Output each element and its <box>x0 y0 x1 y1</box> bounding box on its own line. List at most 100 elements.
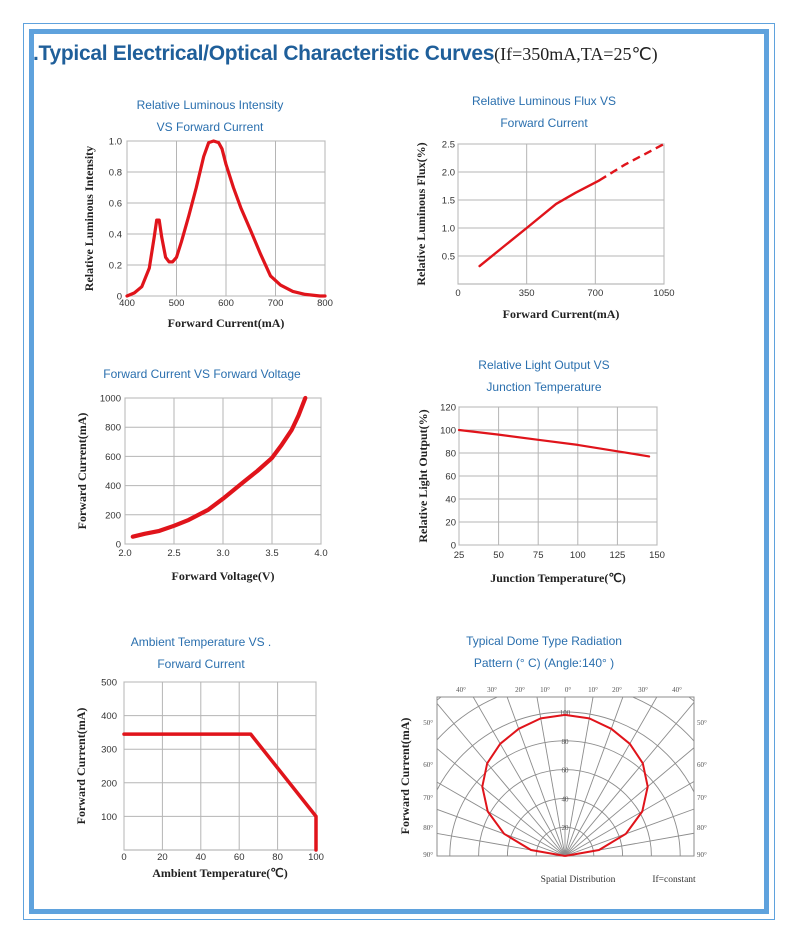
angle-label-left: 70° <box>423 794 433 802</box>
inner-frame <box>29 29 769 914</box>
chart-title: Ambient Temperature VS . <box>131 635 272 649</box>
y-tick-label: 0.8 <box>109 168 122 179</box>
polar-grid <box>437 697 694 856</box>
x-tick-label: 60 <box>234 852 245 863</box>
chart-title: Pattern (° C) (Angle:140° ) <box>474 656 614 670</box>
polar-spoke <box>437 702 566 856</box>
x-tick-label: 0 <box>455 288 460 299</box>
x-tick-label: 3.5 <box>265 548 278 559</box>
x-tick-label: 20 <box>157 852 168 863</box>
x-tick-label: 25 <box>454 550 465 561</box>
angle-label-top: 40° <box>456 686 466 694</box>
plot-area <box>457 143 665 285</box>
chart-title: Junction Temperature <box>486 380 602 394</box>
x-axis-label: Forward Voltage(V) <box>172 569 275 583</box>
x-tick-label: 0 <box>121 852 126 863</box>
y-tick-label: 60 <box>445 472 456 483</box>
r-tick-label: 40 <box>562 795 570 803</box>
angle-label-right: 70° <box>697 794 707 802</box>
x-tick-label: 600 <box>218 298 234 309</box>
series-line-light-output <box>457 428 651 458</box>
x-tick-label: 100 <box>308 852 324 863</box>
polar-spoke <box>437 808 566 856</box>
x-tick-label: 700 <box>587 288 603 299</box>
x-axis-label: Junction Temperature(℃) <box>490 571 626 585</box>
polar-spoke <box>564 747 694 856</box>
footer-if-constant: If=constant <box>652 874 696 885</box>
angle-label-left: 90° <box>423 851 433 859</box>
x-tick-label: 50 <box>493 550 504 561</box>
y-axis-label: Relative Light Output(%) <box>416 409 430 542</box>
chart-c3: Forward Current VS Forward Voltage 2.0 2.5… <box>75 367 328 583</box>
angle-label-right: 50° <box>697 719 707 727</box>
x-tick-label: 40 <box>196 852 207 863</box>
y-tick-label: 1.0 <box>109 137 122 148</box>
r-tick-label: 20 <box>562 824 570 832</box>
y-tick-label: 2.0 <box>442 168 455 179</box>
polar-frame <box>436 696 695 857</box>
x-tick-label: 1050 <box>653 288 674 299</box>
y-tick-label: 400 <box>101 711 117 722</box>
polar-spoke <box>437 832 566 856</box>
y-tick-label: 0.4 <box>109 230 122 241</box>
x-tick-label: 3.0 <box>216 548 229 559</box>
polar-spoke <box>564 701 694 856</box>
y-tick-label: 120 <box>440 403 456 414</box>
series-line-measured <box>478 179 601 268</box>
angle-label-top: 40° <box>672 686 682 694</box>
y-tick-label: 1.5 <box>442 196 455 207</box>
polar-spoke <box>506 697 566 856</box>
footer-spatial-distribution: Spatial Distribution <box>541 875 616 885</box>
page-title-main: .Typical Electrical/Optical Characterist… <box>33 42 495 65</box>
chart-c6: Typical Dome Type Radiation Pattern (° C)… <box>398 634 707 885</box>
series-line-relative-luminous-intensity <box>125 139 327 298</box>
y-axis-label: Forward Current(mA) <box>74 708 88 825</box>
x-tick-label: 400 <box>119 298 135 309</box>
x-tick-label: 125 <box>609 550 625 561</box>
y-tick-label: 40 <box>445 495 456 506</box>
page-title-conditions: (If=350mA,TA=25℃) <box>494 44 658 64</box>
x-tick-label: 500 <box>169 298 185 309</box>
x-axis-label: Forward Current(mA) <box>503 307 620 321</box>
x-axis-label: Forward Current(mA) <box>168 316 285 330</box>
chart-title: VS Forward Current <box>157 120 264 134</box>
y-tick-label: 0.6 <box>109 199 122 210</box>
chart-c4: Relative Light Output VS Junction Tempera… <box>416 358 665 585</box>
y-tick-label: 20 <box>445 518 456 529</box>
y-tick-label: 100 <box>440 426 456 437</box>
angle-label-top: 0° <box>565 686 572 694</box>
r-tick-label: 80 <box>562 738 570 746</box>
angle-label-top: 10° <box>588 686 598 694</box>
x-tick-label: 80 <box>272 852 283 863</box>
series-line-if-vf <box>130 395 308 539</box>
polar-spoke <box>564 697 624 856</box>
polar-spoke <box>472 697 566 856</box>
y-tick-label: 80 <box>445 449 456 460</box>
y-tick-label: 0.2 <box>109 261 122 272</box>
y-tick-label: 200 <box>101 778 117 789</box>
chart-c1: Relative Luminous Intensity VS Forward Cu… <box>82 98 333 330</box>
x-tick-label: 800 <box>317 298 333 309</box>
y-tick-label: 200 <box>105 510 121 521</box>
series-line-extrapolated <box>598 142 665 182</box>
angle-label-left: 60° <box>423 761 433 769</box>
polar-spoke <box>564 832 694 856</box>
y-tick-label: 800 <box>105 423 121 434</box>
y-axis-label: Relative Luminous Intensity <box>82 146 96 291</box>
x-tick-label: 4.0 <box>314 548 327 559</box>
angle-label-right: 80° <box>697 824 707 832</box>
x-tick-label: 150 <box>649 550 665 561</box>
y-tick-label: 1.0 <box>442 224 455 235</box>
y-tick-label: 300 <box>101 745 117 756</box>
polar-spoke <box>536 697 566 856</box>
polar-spoke <box>564 781 694 856</box>
x-tick-label: 75 <box>533 550 544 561</box>
series-line-radiation-pattern <box>481 713 649 857</box>
chart-c2: Relative Luminous Flux VS Forward Current… <box>414 94 675 321</box>
outer-frame <box>23 23 775 920</box>
polar-spoke <box>564 697 594 856</box>
x-tick-label: 2.0 <box>118 548 131 559</box>
polar-spoke <box>564 697 658 856</box>
chart-title: Relative Light Output VS <box>478 358 609 372</box>
chart-title: Forward Current VS Forward Voltage <box>103 367 301 381</box>
